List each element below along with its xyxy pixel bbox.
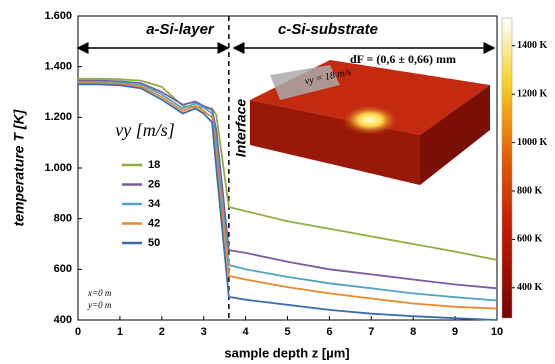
x-tick-label: 7 [368,326,374,338]
region-label: a-Si-layer [146,21,215,38]
colorbar-tick-label: 1200 K [517,89,548,100]
x-tick-label: 3 [201,326,207,338]
x-tick-label: 4 [243,326,250,338]
colorbar-tick-label: 400 K [517,282,543,293]
legend-label: 42 [148,217,160,229]
y-tick-label: 1.200 [44,111,72,123]
x-tick-label: 6 [326,326,332,338]
position-note: y=0 m [87,300,112,310]
legend-label: 18 [148,159,160,171]
legend-label: 26 [148,178,160,190]
y-axis-title: temperature T [K] [11,108,27,226]
x-tick-label: 8 [410,326,416,338]
colorbar-tick-label: 600 K [517,234,543,245]
y-tick-label: 1.000 [44,162,72,174]
y-tick-label: 600 [54,263,72,275]
colorbar-tick-label: 1000 K [517,137,548,148]
colorbar-tick-label: 1400 K [517,40,548,51]
y-tick-label: 800 [54,213,72,225]
x-tick-label: 2 [159,326,165,338]
inset-focus: dF = (0,6 ± 0,66) mm [350,52,456,66]
legend-label: 34 [148,198,161,210]
x-tick-label: 0 [75,326,81,338]
legend-label: 50 [148,237,160,249]
x-tick-label: 5 [284,326,290,338]
interface-label: Interface [233,99,249,158]
y-tick-label: 1.400 [44,61,72,73]
colorbar [502,18,512,318]
x-tick-label: 10 [491,326,503,338]
chart: vy = 18 m/s dF = (0,6 ± 0,66) mm a-Si-la… [0,0,555,364]
region-label: c-Si-substrate [278,21,378,38]
y-tick-label: 1.600 [44,10,72,22]
colorbar-tick-label: 800 K [517,185,543,196]
x-tick-label: 1 [117,326,123,338]
y-tick-label: 400 [54,314,72,326]
position-note: x=0 m [87,288,112,298]
legend-title: vy [m/s] [115,120,175,140]
x-axis-title: sample depth z [µm] [224,345,349,360]
inset-block [250,60,490,185]
x-tick-label: 9 [452,326,458,338]
